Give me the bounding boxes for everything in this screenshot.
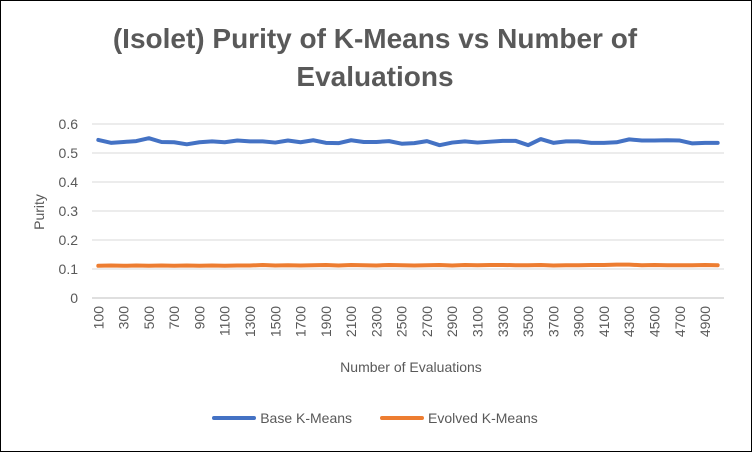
x-tick-label: 2100 [343,306,359,337]
y-tick-label: 0.2 [59,232,79,248]
y-tick-label: 0 [70,290,78,306]
x-tick-label: 300 [116,306,132,330]
x-tick-label: 500 [141,306,157,330]
x-tick-label: 100 [90,306,106,330]
legend-item-base: Base K-Means [212,410,352,426]
y-tick-label: 0.3 [59,203,79,219]
y-axis-ticks: 0 0.1 0.2 0.3 0.4 0.5 0.6 [59,116,79,306]
x-axis-label: Number of Evaluations [340,359,482,375]
legend-item-evolved: Evolved K-Means [380,410,538,426]
x-tick-label: 4900 [697,306,713,337]
y-tick-label: 0.1 [59,261,79,277]
legend-swatch-evolved [380,416,425,420]
x-tick-label: 2700 [419,306,435,337]
series-line-base [96,136,720,148]
x-tick-label: 900 [191,306,207,330]
x-tick-label: 700 [166,306,182,330]
legend-swatch-base [212,416,257,420]
y-tick-label: 0.5 [59,145,79,161]
x-tick-label: 3900 [571,306,587,337]
x-tick-label: 1700 [293,306,309,337]
x-tick-label: 3700 [545,306,561,337]
x-tick-label: 1100 [217,306,233,336]
x-tick-label: 1300 [242,306,258,337]
x-tick-label: 4100 [596,306,612,337]
legend: Base K-Means Evolved K-Means [0,410,750,426]
x-tick-label: 3100 [470,306,486,337]
x-tick-label: 3300 [495,306,511,337]
x-tick-label: 2900 [444,306,460,337]
x-tick-label: 4500 [646,306,662,337]
x-tick-label: 1900 [318,306,334,337]
chart-title: (Isolet) Purity of K-Means vs Number of … [112,23,638,92]
y-axis-label: Purity [31,194,47,230]
x-tick-label: 1500 [267,306,283,337]
x-tick-label: 3500 [520,306,536,337]
series-line-evolved [96,262,720,268]
series-lines [96,136,720,268]
legend-label-evolved: Evolved K-Means [428,410,538,426]
x-tick-label: 2500 [394,306,410,337]
y-tick-label: 0.4 [59,174,79,190]
x-tick-label: 2300 [368,306,384,337]
x-axis-ticks: 100 300 500 700 900 1100 1300 1500 1700 1900 2100 2… [90,306,713,337]
x-tick-label: 4700 [672,306,688,337]
y-tick-label: 0.6 [59,116,79,132]
gridlines [92,123,724,299]
legend-label-base: Base K-Means [260,410,353,426]
x-tick-label: 4300 [621,306,637,337]
